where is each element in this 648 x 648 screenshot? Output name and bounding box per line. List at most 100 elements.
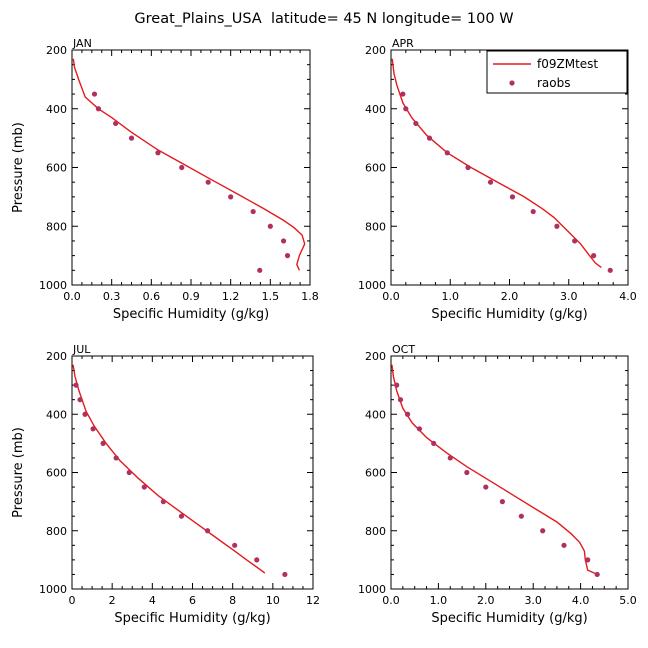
obs-point (257, 267, 263, 273)
obs-point (282, 571, 288, 578)
obs-point (128, 135, 135, 141)
model-line (391, 364, 598, 576)
x-tick-label: 3.0 (560, 290, 578, 303)
x-tick-label: 1.0 (442, 290, 460, 303)
panel-jan: JAN 0.0 0.3 0.6 0.9 1.2 1.5 1.8 200 400 600 800 1000… (11, 37, 319, 322)
obs-point (530, 208, 536, 215)
y-tick-label: 400 (365, 103, 386, 116)
y-axis-label: Pressure (mb) (11, 427, 26, 518)
y-tick-label: 400 (46, 408, 67, 421)
x-axis-label: Specific Humidity (g/kg) (113, 307, 269, 322)
obs-point (254, 557, 260, 563)
obs-point (100, 440, 106, 446)
obs-point (267, 223, 273, 229)
legend-obs-label: raobs (537, 76, 571, 90)
model-line (72, 58, 306, 271)
obs-point (141, 484, 147, 490)
obs-point (499, 499, 505, 505)
y-tick-label: 600 (46, 467, 67, 480)
x-tick-label: 0.6 (143, 290, 161, 303)
plot-frame (71, 355, 314, 590)
obs-point (403, 106, 409, 112)
y-tick-label: 600 (365, 467, 386, 480)
obs-point (91, 91, 98, 97)
x-tick-label: 2.0 (501, 290, 519, 303)
legend-box (486, 50, 628, 94)
x-tick-label: 5.0 (619, 594, 637, 607)
x-tick-label: 1.5 (262, 290, 280, 303)
x-axis-label: Specific Humidity (g/kg) (114, 611, 270, 626)
y-tick-label: 600 (46, 162, 67, 175)
x-tick-label: 1.0 (430, 594, 448, 607)
panel-apr: APR 0.0 1.0 2.0 3.0 4.0 200 400 600 800 1000 Specif… (358, 37, 637, 322)
obs-point (518, 513, 524, 519)
obs-point (540, 528, 546, 534)
obs-point (82, 411, 88, 417)
legend: f09ZMtest raobs (486, 50, 628, 94)
obs-point (113, 120, 119, 127)
obs-point (464, 469, 470, 476)
model-line (391, 58, 602, 268)
obs-point (483, 484, 489, 490)
panel-label: APR (392, 37, 414, 50)
x-tick-label: 0.0 (382, 290, 400, 303)
obs-point (607, 267, 613, 273)
x-tick-label: 8 (229, 594, 236, 607)
y-tick-label: 1000 (358, 583, 386, 596)
x-tick-label: 12 (306, 594, 320, 607)
obs-point (572, 238, 578, 244)
obs-point (554, 223, 560, 229)
obs-point (205, 179, 211, 185)
x-tick-label: 4.0 (572, 594, 590, 607)
x-tick-label: 10 (266, 594, 280, 607)
figure-title: Great_Plains_USA latitude= 45 N longitud… (134, 11, 513, 27)
x-tick-label: 2 (109, 594, 116, 607)
plot-frame (390, 355, 629, 590)
obs-point (77, 397, 83, 403)
x-tick-label: 0 (69, 594, 76, 607)
legend-model-label: f09ZMtest (537, 57, 598, 71)
x-tick-label: 3.0 (524, 594, 542, 607)
obs-point (444, 150, 450, 156)
y-tick-label: 1000 (39, 279, 67, 292)
x-tick-label: 4.0 (619, 290, 637, 303)
y-tick-label: 1000 (358, 279, 386, 292)
obs-point (250, 208, 256, 215)
obs-point (426, 135, 433, 141)
y-tick-label: 200 (46, 350, 67, 363)
obs-point (155, 150, 161, 156)
obs-point (90, 426, 96, 432)
x-tick-label: 4 (149, 594, 156, 607)
y-tick-label: 200 (365, 44, 386, 57)
obs-point (284, 253, 291, 259)
y-tick-label: 400 (365, 408, 386, 421)
panel-label: JAN (72, 37, 92, 50)
obs-point (585, 557, 591, 563)
x-tick-label: 0.0 (382, 594, 400, 607)
obs-point (447, 455, 453, 461)
panel-jul: JUL 0 2 4 6 8 10 12 200 400 600 800 1000 Specific Hum… (11, 343, 320, 626)
obs-point (413, 120, 419, 127)
obs-point (280, 238, 287, 244)
obs-point (561, 542, 567, 548)
x-tick-label: 0.3 (103, 290, 121, 303)
x-tick-label: 0.9 (182, 290, 200, 303)
x-tick-label: 1.2 (222, 290, 240, 303)
obs-point (400, 91, 406, 97)
panel-label: JUL (72, 343, 91, 356)
obs-point (95, 106, 102, 112)
obs-point (465, 164, 471, 171)
y-axis-label: Pressure (mb) (11, 122, 26, 213)
panel-oct: OCT 0.0 1.0 2.0 3.0 4.0 5.0 200 400 600 800 1000 Spe… (358, 343, 637, 626)
y-tick-label: 800 (46, 220, 67, 233)
obs-point (509, 194, 516, 200)
obs-point (431, 440, 437, 446)
obs-point (178, 513, 185, 519)
obs-point (228, 194, 234, 200)
obs-point (160, 499, 166, 505)
obs-point (591, 253, 597, 259)
obs-point (232, 542, 238, 548)
x-axis-label: Specific Humidity (g/kg) (431, 307, 587, 322)
